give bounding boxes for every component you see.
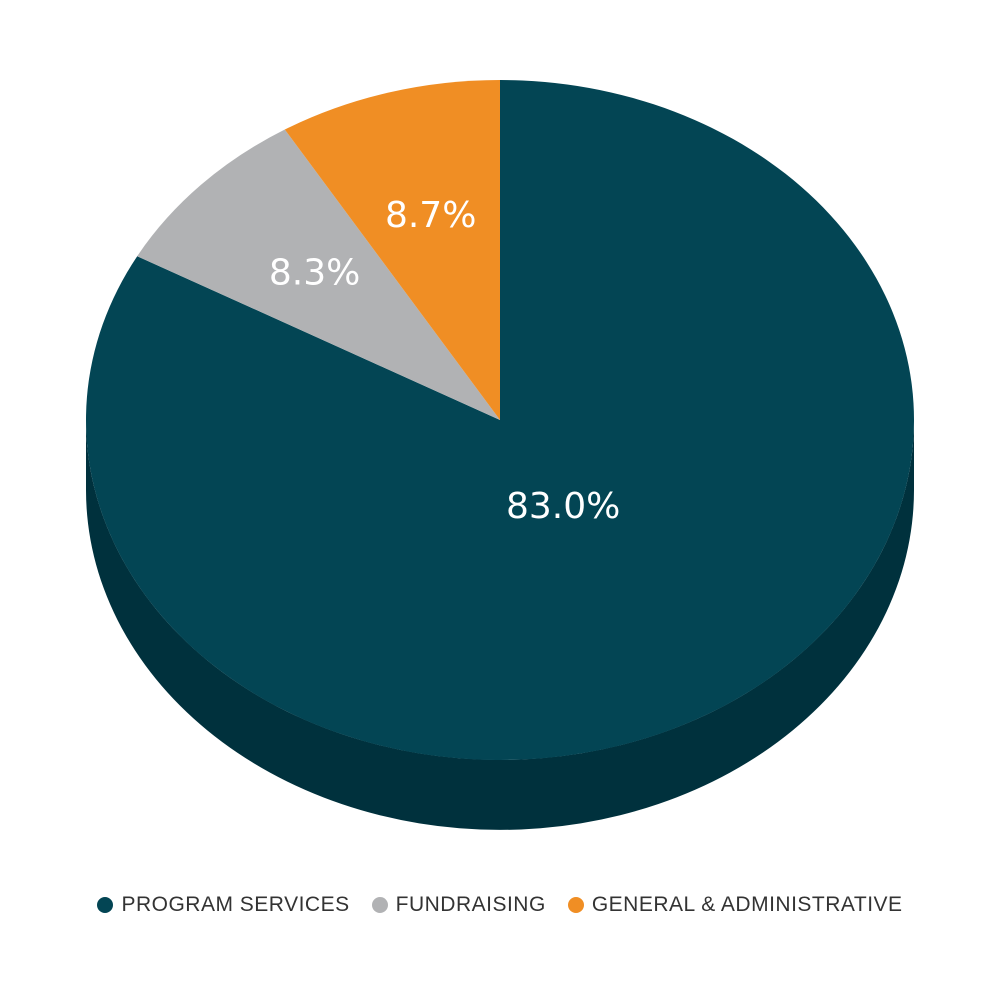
legend-label-fundraising: FUNDRAISING xyxy=(395,893,546,916)
slice-label-fundraising: 8.3% xyxy=(269,252,360,293)
slice-label-general-administrative: 8.7% xyxy=(385,195,476,236)
slice-label-program-services: 83.0% xyxy=(506,486,620,527)
pie-labels: 83.0% 8.3% 8.7% xyxy=(269,195,621,527)
slice-fundraising xyxy=(137,129,500,421)
legend-item-program-services: PROGRAM SERVICES xyxy=(97,893,349,917)
legend-item-fundraising: FUNDRAISING xyxy=(371,893,546,917)
legend-label-program-services: PROGRAM SERVICES xyxy=(121,893,350,916)
legend-swatch-fundraising xyxy=(371,897,388,913)
legend-item-general-administrative: GENERAL & ADMINISTRATIVE xyxy=(567,893,903,917)
pie-slices xyxy=(86,80,915,760)
legend-swatch-program-services xyxy=(97,897,114,913)
slice-general-administrative xyxy=(284,80,500,420)
pie-depth xyxy=(86,420,914,830)
legend: PROGRAM SERVICES FUNDRAISING GENERAL & A… xyxy=(0,885,1000,925)
depth-program-services xyxy=(86,420,914,830)
legend-label-general-administrative: GENERAL & ADMINISTRATIVE xyxy=(591,893,903,916)
legend-swatch-general-administrative xyxy=(567,897,584,913)
